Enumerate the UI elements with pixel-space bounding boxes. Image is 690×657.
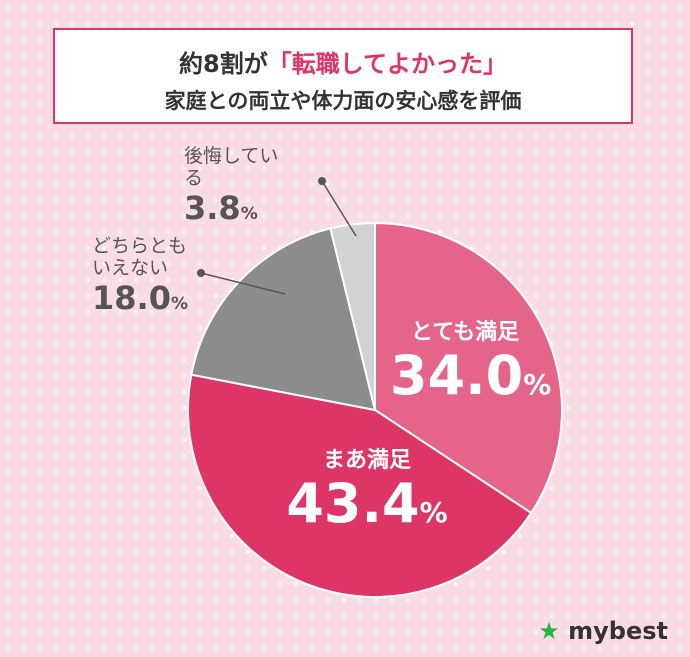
slice-label: とても満足 34.0% [390,320,551,408]
unit-label: % [170,293,188,314]
brand-logo: ★ mybest [538,617,668,645]
category-label: どちらともいえない [92,235,188,279]
slice-label: 後悔している 3.8% [184,145,288,227]
value-label-row: 18.0% [92,278,196,317]
value-label: 18.0 [92,278,171,317]
unit-label: % [240,203,258,224]
unit-label: % [419,496,448,530]
subtitle: 家庭との両立や体力面の安心感を評価 [164,89,522,113]
leader-line [200,272,286,295]
category-label: まあ満足 [322,448,411,473]
unit-label: % [523,368,552,402]
pie-slice [187,373,533,598]
leader-line [321,180,357,237]
title-box: 約8割が「転職してよかった」 家庭との両立や体力面の安心感を評価 [53,28,633,124]
value-label-row: 3.8% [184,188,288,227]
category-label: とても満足 [410,320,520,345]
leader-dot [318,177,326,185]
category-label: 後悔している [184,145,279,189]
slice-label: まあ満足 43.4% [282,448,452,535]
pie-slice [190,227,377,412]
value-label: 43.4 [286,472,420,536]
slice-label: どちらともいえない 18.0% [92,235,196,317]
value-label: 34.0 [390,344,524,408]
brand-name: mybest [568,617,668,645]
value-label: 3.8 [184,188,241,227]
title-prefix: 約8割が [179,50,268,78]
value-label-row: 43.4% [282,473,452,535]
pie-slice [329,221,376,411]
title-highlight: 「転職してよかった」 [267,50,507,78]
leader-dot [197,269,205,277]
title: 約8割が「転職してよかった」 [55,44,631,79]
value-label-row: 34.0% [390,344,551,408]
